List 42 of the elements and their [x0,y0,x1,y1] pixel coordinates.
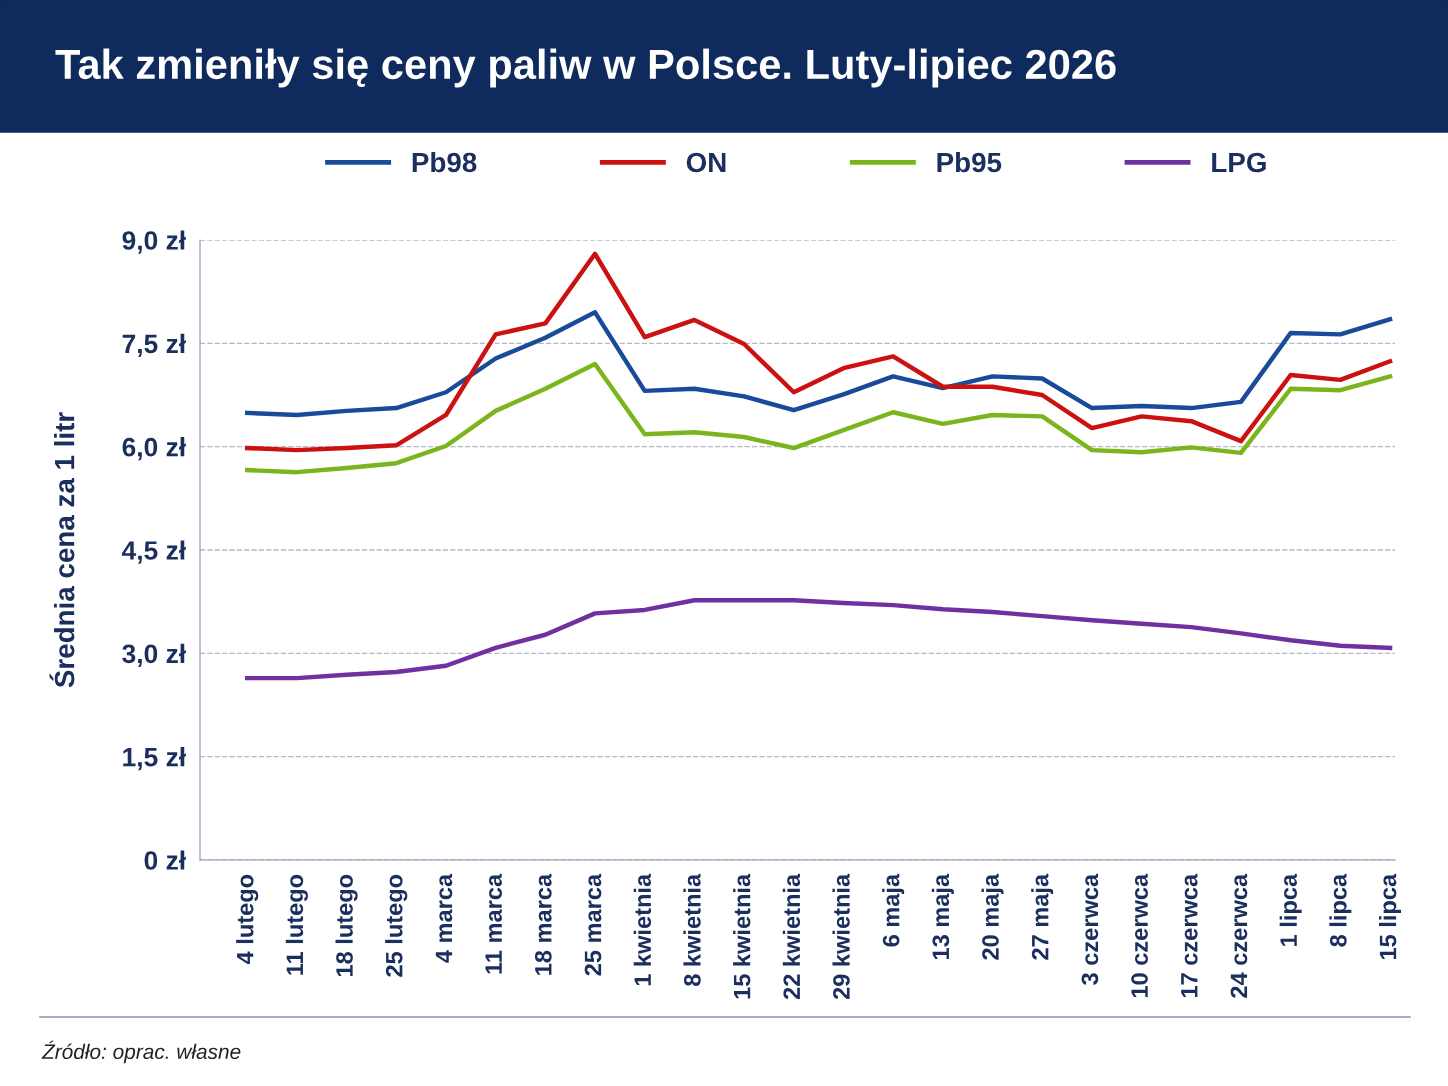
x-tick-label: 3 czerwca [1081,873,1099,985]
x-tick-label: 1 kwietnia [633,873,652,986]
legend-label: ON [686,152,726,173]
line-series [244,251,1393,453]
line-series [244,361,1393,475]
x-tick-label: 10 czerwca [1131,873,1148,998]
x-tick-label: 1 lipca [1279,873,1302,946]
y-tick-label: 0 zł [144,850,186,870]
y-tick-label: 3,0 zł [122,643,186,667]
x-tick-label: 4 marca [435,873,453,963]
x-tick-label: 22 kwietnia [782,873,801,1000]
x-tick-label: 11 lutego [285,874,308,975]
x-tick-label: 17 czerwca [1181,873,1198,998]
x-tick-label: 11 marca [485,873,502,974]
chart-title: Tak zmieniły się ceny paliw w Polsce. Luty-lipiec 2026 [55,48,1116,88]
y-tick-label: 7,5 zł [122,333,186,357]
x-tick-label: 15 kwietnia [733,873,751,999]
x-tick-label: 6 maja [882,873,905,947]
x-tick-label: 15 lipca [1379,873,1402,960]
legend-label: Pb95 [937,151,1002,173]
text: Źródło: oprac. własne [41,1040,241,1064]
x-tick-label: 24 czerwca [1230,873,1248,998]
legend-label: Pb98 [412,151,477,173]
x-tick-label: 25 lutego [385,874,408,977]
x-tick-label: 18 lutego [335,874,358,977]
y-tick-label: 4,5 zł [121,540,186,564]
x-tick-label: 8 kwietnia [683,873,701,986]
y-tick-label: 1,5 zł [123,747,186,771]
x-tick-label: 13 maja [931,873,954,960]
x-tick-label: 8 lipca [1329,873,1352,947]
x-tick-label: 20 maja [981,873,1004,960]
x-tick-label: 4 lutego [236,874,259,965]
y-tick-label: 9,0 zł [122,230,186,254]
legend-label: LPG [1212,152,1266,173]
line-series [244,310,1393,418]
line-series [244,598,1393,681]
x-tick-label: 29 kwietnia [832,873,850,1000]
x-tick-label: 18 marca [534,873,552,975]
x-tick-label: 25 marca [584,873,602,976]
y-axis-title: Średnia cena za 1 litr [49,412,75,688]
x-tick-label: 27 maja [1031,873,1054,960]
y-tick-label: 6,0 zł [122,437,186,461]
